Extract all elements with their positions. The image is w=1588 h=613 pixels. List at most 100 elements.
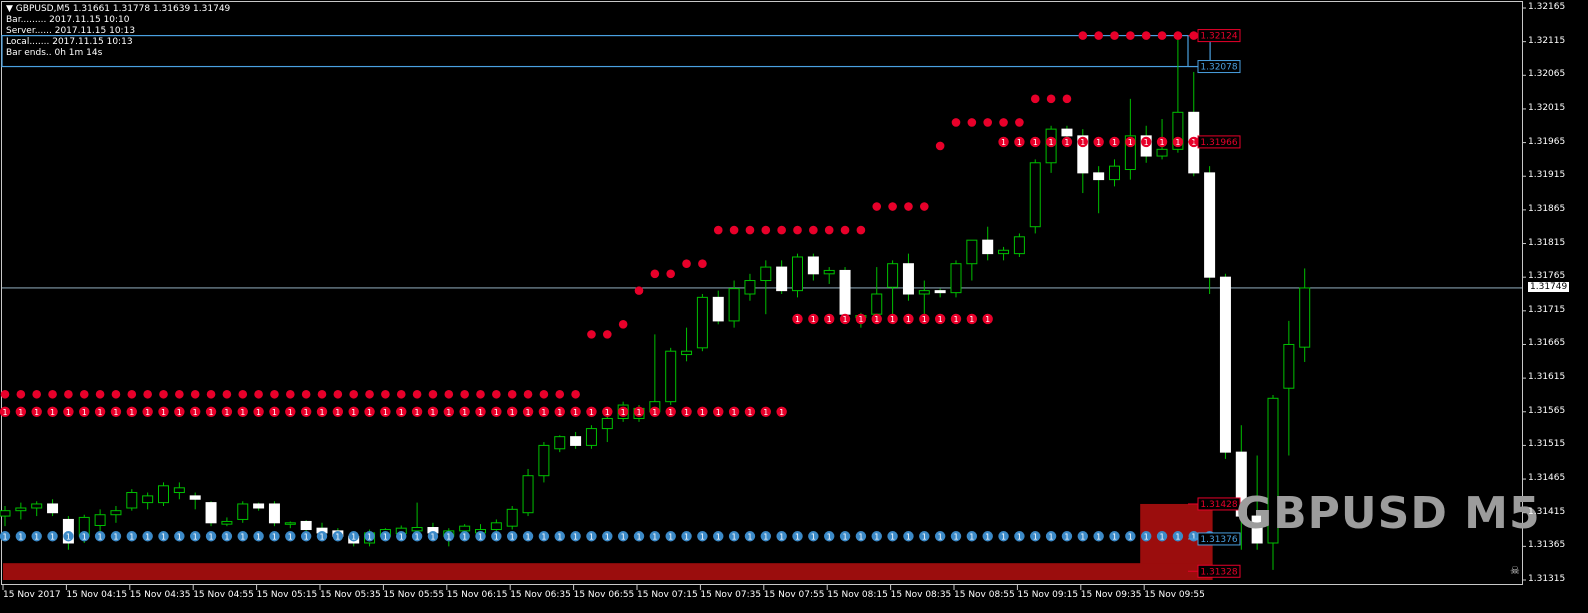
level-dot [1077,531,1089,542]
candle-body [1124,135,1136,171]
level-dot [47,531,58,542]
resistance-dot [1062,94,1072,104]
candle-body [744,280,756,295]
resistance-dot [1110,31,1119,40]
level-dot [649,531,661,542]
level-dot [808,313,819,325]
level-dot-number: 1 [161,532,166,541]
level-dot-number: 1 [478,408,483,417]
level-dot-number: 1 [1033,138,1038,147]
candle-body [411,527,423,532]
candle-body [966,239,978,265]
resistance-dot [840,225,850,235]
candle-body [1172,111,1184,150]
level-dot [1109,531,1120,542]
level-dot [110,531,122,542]
resistance-dot [729,225,739,235]
level-dot-number: 1 [652,408,657,417]
time-tick-label: 15 Nov 04:15 [66,590,128,600]
level-dot [380,406,391,417]
level-dot [570,531,581,542]
level-dot-number: 1 [383,532,388,541]
level-dot [126,531,137,542]
level-dot [950,313,962,325]
candle-body [760,266,772,282]
level-dot [459,406,470,417]
level-dot-number: 1 [478,532,483,541]
candle-body [918,290,930,295]
level-dot [1141,531,1152,542]
level-dot-number: 1 [763,408,768,417]
level-dot-number: 1 [795,532,800,541]
resistance-dot [1046,94,1056,104]
price-tick-label: 1.31865 [1528,203,1566,214]
candle-body [681,350,693,356]
candle-body [237,503,249,520]
level-dot [1172,531,1184,542]
level-dot-number: 1 [113,408,118,417]
candle-body [126,492,138,509]
level-lines-layer [1,34,1522,289]
resistance-dot [444,389,454,399]
level-dot [79,406,90,417]
candle-body [1077,135,1089,174]
level-dot-number: 1 [1175,532,1180,541]
level-dot-number: 1 [573,532,578,541]
level-label-text: 1.31428 [1200,500,1237,510]
level-dot [380,531,391,542]
level-dot [253,406,264,417]
level-dot-number: 1 [700,532,705,541]
level-label-text: 1.32078 [1200,63,1237,73]
resistance-dot [587,330,596,339]
level-dot [190,406,201,417]
resistance-dot [983,118,992,127]
level-dot [760,531,771,542]
expert-skull-icon[interactable]: ☠ [1510,564,1520,577]
price-tick-label: 1.31715 [1528,304,1566,315]
level-dot-number: 1 [843,315,848,324]
level-dot [998,531,1009,542]
price-tick-label: 1.31465 [1528,473,1566,484]
level-dot [950,531,962,542]
candle-body [601,417,613,430]
resistance-dot [650,269,660,279]
level-dot-number: 1 [304,408,309,417]
level-dot [728,406,740,417]
level-dot-number: 1 [716,408,721,417]
level-dot [475,531,486,542]
level-dot-number: 1 [319,408,324,417]
level-dot [94,406,106,417]
level-dot [1125,136,1136,148]
level-dot [1125,531,1136,542]
dropdown-triangle-icon[interactable]: ▼ [6,4,13,14]
level-dot-number: 1 [890,315,895,324]
candle-body [982,239,994,255]
zone-rect [3,563,1213,580]
resistance-dot [111,389,121,399]
level-dot-number: 1 [18,532,23,541]
level-dot [1014,531,1025,542]
level-dot [887,313,898,325]
candle-body [1156,148,1168,157]
level-dot-number: 1 [1128,138,1133,147]
level-dot [824,531,835,542]
level-dot [237,406,248,417]
resistance-dot [95,389,105,399]
level-dot [792,313,803,325]
resistance-dot [872,202,882,211]
level-dot [285,531,296,542]
resistance-dot [698,259,707,269]
axis-layer: 1.32124 1.32078 1.31966 1.31428 1.31376 1.313… [2,7,1526,590]
level-dot [79,531,90,542]
level-dot-number: 1 [827,532,832,541]
candle-body [189,495,201,500]
resistance-dot [16,389,26,399]
resistance-dot [79,389,89,399]
level-dot-number: 1 [430,532,435,541]
level-dot-number: 1 [969,315,974,324]
level-dot-number: 1 [557,532,562,541]
symbol-line[interactable]: ▼ GBPUSD,M5 1.31661 1.31778 1.31639 1.31… [6,4,230,15]
level-dot-number: 1 [1191,532,1196,541]
level-dot-number: 1 [193,532,198,541]
